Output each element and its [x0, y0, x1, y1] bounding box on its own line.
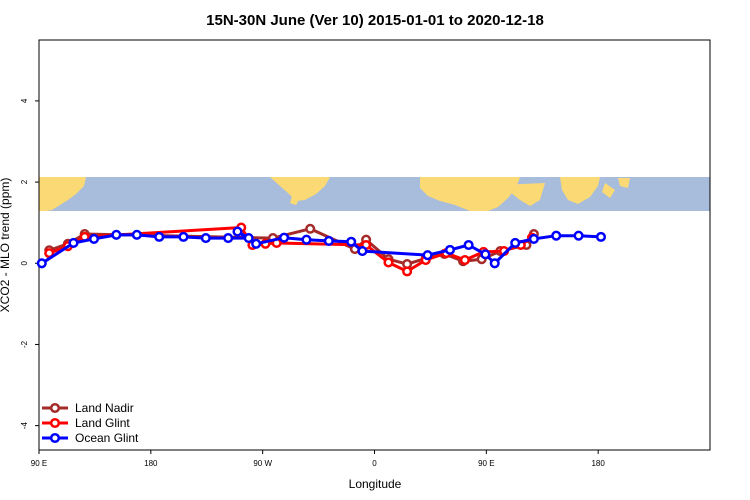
landmass [618, 178, 630, 188]
landmass [560, 177, 600, 204]
landmass [500, 183, 545, 206]
y-axis: -4 -2 0 2 4 [20, 98, 39, 429]
x-tick-label: 0 [372, 459, 377, 468]
y-tick-label: -2 [20, 340, 29, 348]
data-point [463, 239, 474, 251]
y-axis-label: XCO2 - MLO trend (ppm) [0, 178, 12, 313]
data-point [323, 235, 334, 246]
y-tick-label: 0 [20, 260, 29, 265]
legend-label: Land Glint [75, 416, 130, 430]
landmass [602, 183, 615, 198]
data-point [510, 237, 521, 249]
data-point [68, 237, 79, 249]
data-point [232, 226, 243, 237]
data-point [459, 254, 470, 266]
data-point [402, 266, 413, 277]
x-tick-label: 180 [591, 459, 605, 468]
x-axis-label: Longitude [349, 477, 402, 491]
legend-marker [49, 417, 61, 429]
data-point [551, 230, 562, 241]
data-point [595, 231, 607, 242]
x-tick-label: 90 W [253, 459, 272, 468]
data-point [36, 258, 47, 269]
legend-marker [49, 402, 61, 414]
landmass [270, 177, 330, 201]
legend-marker [49, 432, 61, 444]
data-point [178, 231, 189, 242]
data-point [279, 232, 290, 243]
y-tick-label: -4 [20, 422, 29, 430]
series-layer [36, 222, 607, 277]
x-tick-label: 90 E [31, 459, 47, 468]
data-point [251, 238, 262, 249]
chart-title: 15N-30N June (Ver 10) 2015-01-01 to 2020… [206, 12, 544, 29]
data-point [200, 233, 211, 244]
data-point [528, 233, 539, 244]
data-point [346, 236, 357, 247]
data-point [111, 229, 122, 240]
legend-label: Ocean Glint [75, 431, 139, 445]
series-ocean-glint [36, 226, 607, 269]
legend-item: Land Glint [42, 416, 130, 430]
y-tick-label: 4 [20, 98, 29, 103]
landmass [290, 196, 300, 205]
data-point [480, 249, 491, 260]
data-point [131, 229, 142, 240]
data-point [489, 258, 500, 269]
landmass [420, 177, 520, 211]
legend-item: Ocean Glint [42, 431, 139, 445]
landmass [39, 177, 86, 211]
x-tick-label: 180 [144, 459, 158, 468]
plot-frame [38, 39, 711, 451]
y-tick-label: 2 [20, 179, 29, 184]
data-point [223, 233, 234, 244]
x-axis: 90 E 180 90 W 0 90 E 180 [31, 450, 605, 468]
data-point [243, 233, 254, 244]
legend-item: Land Nadir [42, 401, 134, 415]
data-point [154, 231, 165, 242]
data-point [305, 223, 316, 234]
x-tick-label: 90 E [478, 459, 494, 468]
data-point [573, 230, 584, 241]
data-point [88, 233, 100, 244]
legend-label: Land Nadir [75, 401, 134, 415]
data-point [301, 234, 312, 245]
data-point [357, 246, 368, 257]
data-point [383, 257, 394, 268]
data-point [444, 244, 456, 255]
world-map-strip [39, 177, 710, 211]
data-point [422, 250, 433, 261]
